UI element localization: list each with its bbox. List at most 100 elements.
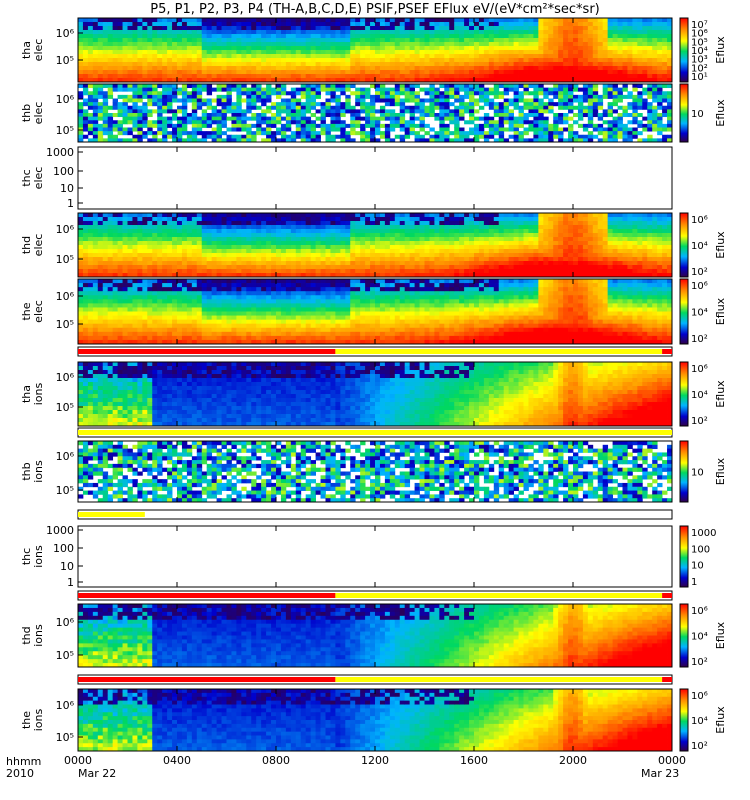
heatmap-cell [379,261,386,266]
heatmap-cell [508,26,514,31]
heatmap-cell [142,249,148,254]
heatmap-cell [399,98,406,103]
heatmap-cell [577,105,584,110]
heatmap-cell [300,91,307,96]
heatmap-cell [528,38,534,43]
heatmap-cell [464,91,470,96]
heatmap-cell [191,213,198,218]
heatmap-cell [300,84,307,89]
heatmap-cell [251,38,257,43]
heatmap-cell [667,116,673,121]
heatmap-cell [147,87,153,92]
heatmap-cell [627,127,633,132]
heatmap-cell [474,30,480,35]
heatmap-cell [617,78,623,83]
heatmap-cell [221,120,227,125]
heatmap-cell [617,131,623,136]
heatmap-cell [592,50,599,55]
heatmap-cell [196,94,203,99]
heatmap-cell [340,91,346,96]
heatmap-cell [320,70,326,75]
heatmap-cell [493,229,500,234]
heatmap-cell [379,269,386,274]
heatmap-cell [221,66,227,71]
heatmap-cell [573,66,579,71]
heatmap-cell [335,98,341,103]
heatmap-cell [256,213,262,218]
heatmap-cell [295,38,302,43]
heatmap-cell [325,22,331,27]
heatmap-cell [162,217,168,222]
heatmap-cell [78,113,84,118]
heatmap-cell [434,273,440,278]
heatmap-cell [127,261,133,266]
heatmap-cell [350,245,356,250]
heatmap-cell [518,26,524,31]
heatmap-cell [508,34,514,39]
heatmap-cell [657,78,663,83]
heatmap-cell [300,237,307,242]
heatmap-cell [568,70,574,75]
heatmap-cell [147,127,153,132]
heatmap-cell [365,237,371,242]
heatmap-cell [360,62,366,67]
heatmap-cell [483,123,490,128]
heatmap-cell [206,62,213,67]
heatmap-cell [102,273,109,278]
heatmap-cell [360,70,366,75]
heatmap-cell [177,66,183,71]
heatmap-cell [350,22,356,27]
heatmap-cell [389,113,396,118]
heatmap-cell [246,58,252,63]
heatmap-cell [211,62,217,67]
heatmap-cell [498,245,505,250]
heatmap-cell [152,138,158,143]
heatmap-cell [87,241,94,246]
heatmap-cell [345,261,351,266]
heatmap-cell [340,257,346,262]
heatmap-cell [335,245,341,250]
heatmap-cell [177,225,183,230]
heatmap-cell [558,34,564,39]
heatmap-cell [478,127,485,132]
heatmap-cell [206,30,213,35]
heatmap-cell [474,78,480,83]
heatmap-cell [92,46,99,51]
heatmap-cell [647,87,653,92]
heatmap-cell [528,26,534,31]
heatmap-cell [78,217,84,222]
heatmap-cell [647,123,653,128]
heatmap-cell [102,94,109,99]
heatmap-cell [483,134,490,139]
heatmap-cell [107,94,114,99]
heatmap-cell [196,70,203,75]
heatmap-cell [236,113,242,118]
heatmap-cell [290,113,297,118]
heatmap-cell [523,241,529,246]
heatmap-cell [290,233,297,238]
heatmap-cell [607,94,613,99]
heatmap-cell [642,30,648,35]
heatmap-cell [404,134,411,139]
heatmap-cell [508,62,514,67]
y-tick-label: 10⁶ [56,27,75,40]
heatmap-cell [186,261,193,266]
heatmap-cell [82,98,89,103]
heatmap-cell [181,113,188,118]
heatmap-cell [280,229,287,234]
heatmap-cell [548,105,554,110]
heatmap-cell [568,94,574,99]
heatmap-cell [295,237,302,242]
heatmap-cell [305,105,312,110]
heatmap-cell [464,233,470,238]
heatmap-cell [276,91,282,96]
heatmap-cell [251,237,257,242]
heatmap-cell [597,42,604,47]
heatmap-cell [320,38,326,43]
heatmap-cell [320,74,326,79]
heatmap-cell [543,46,549,51]
heatmap-cell [464,138,470,143]
heatmap-cell [394,87,401,92]
heatmap-cell [647,62,653,67]
